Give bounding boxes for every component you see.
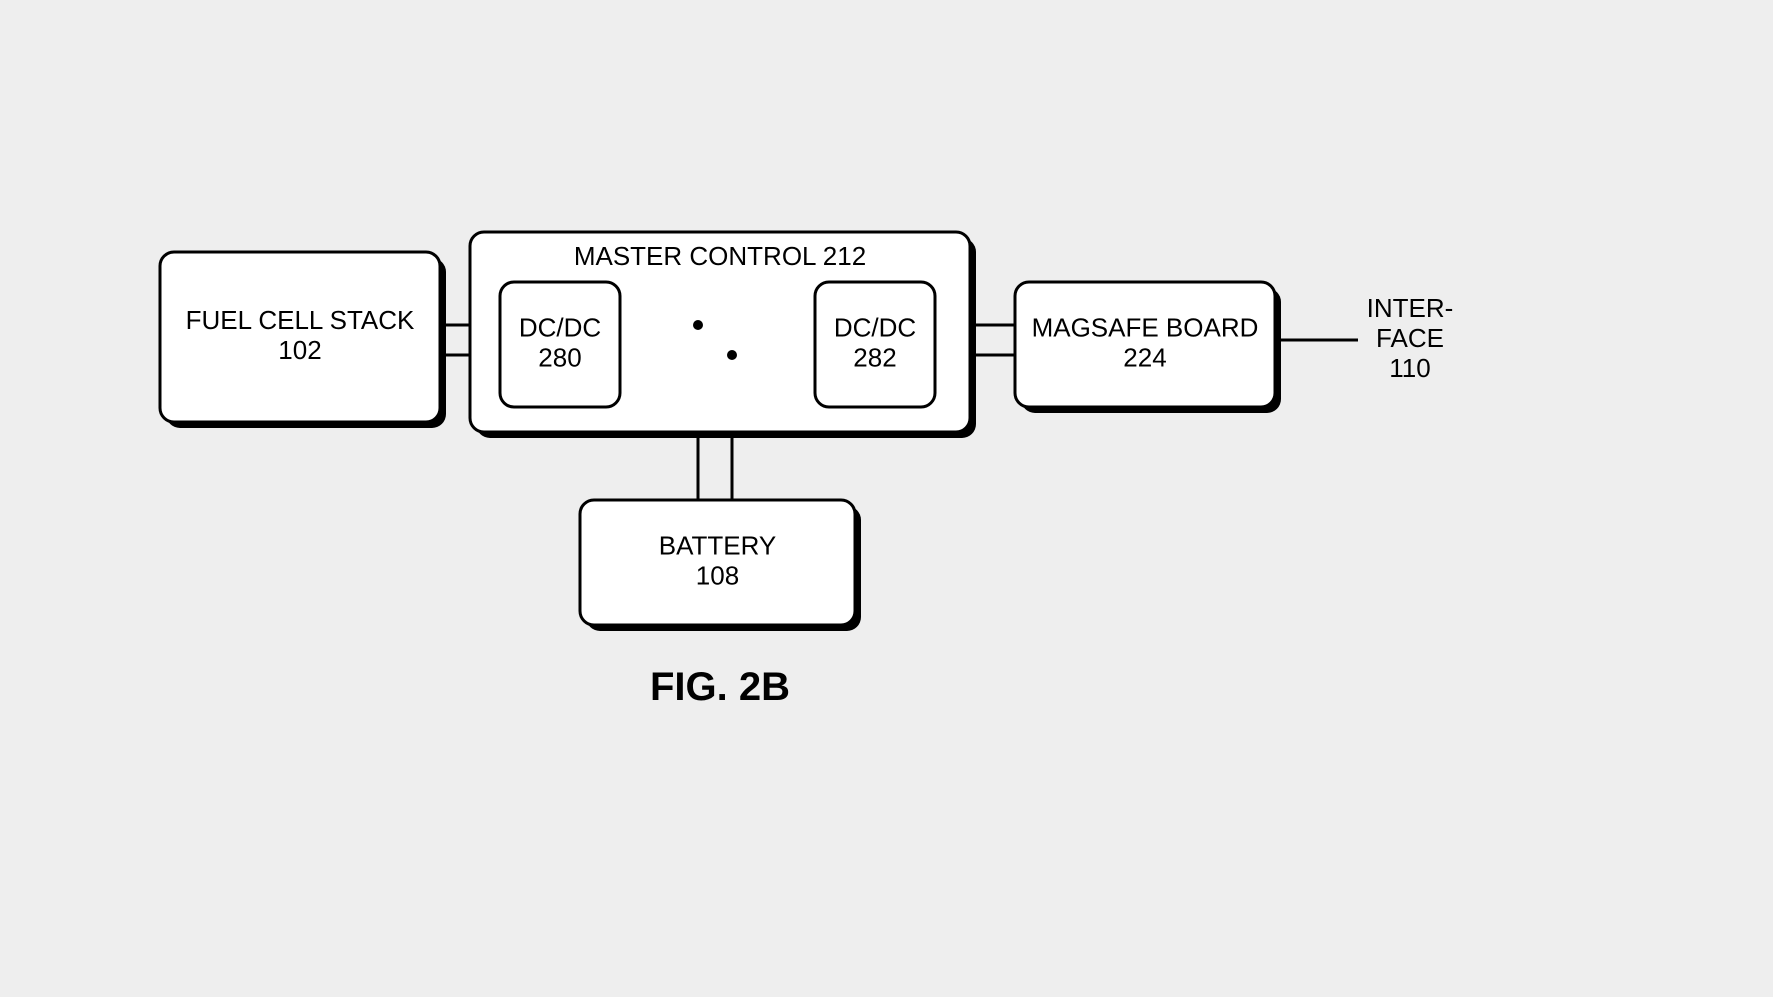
junction-dot-1 [727,350,737,360]
interface-label-line1: INTER- [1367,293,1454,323]
interface-label-line3: 110 [1389,353,1430,383]
fuel-cell-stack-label-line2: 102 [278,335,321,365]
magsafe-board-label-line1: MAGSAFE BOARD [1032,312,1259,342]
junction-dot-0 [693,320,703,330]
figure-label: FIG. 2B [650,665,790,709]
dcdc-280-label-line2: 280 [538,342,581,372]
dcdc-280-label-line1: DC/DC [519,312,601,342]
dcdc-282-label-line1: DC/DC [834,312,916,342]
battery-label-line1: BATTERY [659,530,777,560]
magsafe-board-label-line2: 224 [1123,342,1166,372]
interface-label-line2: FACE [1376,323,1444,353]
dcdc-282-label-line2: 282 [853,342,896,372]
fuel-cell-stack-label-line1: FUEL CELL STACK [186,305,415,335]
battery-label-line2: 108 [696,560,739,590]
master-control-label: MASTER CONTROL 212 [574,241,866,271]
